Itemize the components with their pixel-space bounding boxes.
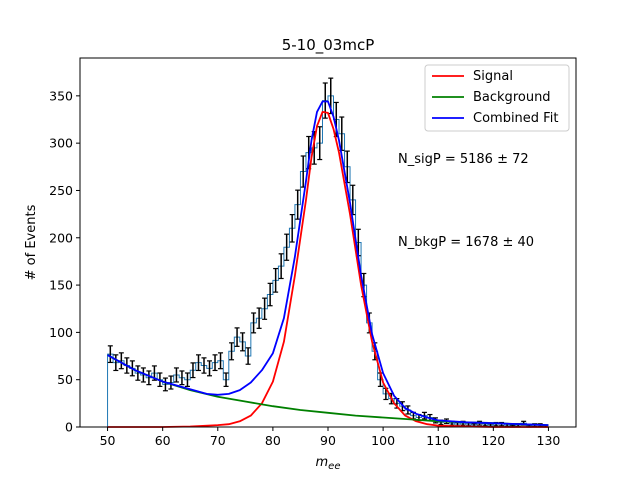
legend-label-combined: Combined Fit (473, 111, 558, 126)
error-bar (251, 312, 257, 334)
error-bar (223, 372, 229, 387)
y-tick-label: 200 (49, 230, 73, 245)
annotation-nsig: N_sigP = 5186 ± 72 (398, 152, 529, 167)
error-bar (229, 342, 235, 361)
legend-box (424, 64, 570, 132)
y-tick-label: 300 (49, 136, 73, 151)
error-bar (184, 372, 190, 387)
error-bar (212, 354, 218, 372)
y-tick-label: 350 (49, 88, 73, 103)
error-bar (267, 282, 273, 307)
x-tick-label: 60 (155, 433, 171, 448)
y-tick-label: 0 (65, 420, 73, 435)
error-bar (284, 233, 290, 261)
error-bar (179, 370, 185, 386)
y-axis-label: # of Events (24, 204, 39, 280)
x-tick-label: 80 (265, 433, 281, 448)
x-axis-label: mee (316, 455, 341, 472)
annotation-nbkg: N_bkgP = 1678 ± 40 (398, 235, 534, 250)
x-tick-label: 70 (210, 433, 226, 448)
error-bar (195, 354, 201, 372)
error-bar (190, 362, 196, 379)
y-tick-label: 150 (49, 278, 73, 293)
error-bar (256, 307, 262, 329)
error-bar (162, 377, 168, 392)
error-bar (295, 189, 301, 220)
histogram-steps (107, 95, 549, 427)
error-bar (262, 297, 268, 320)
y-tick-label: 250 (49, 183, 73, 198)
y-tick-label: 50 (57, 372, 73, 387)
error-bar (201, 357, 207, 374)
error-bar (218, 352, 224, 370)
x-tick-label: 100 (371, 433, 395, 448)
legend-label-signal: Signal (473, 69, 513, 84)
y-tick-label: 100 (49, 325, 73, 340)
error-bar (245, 347, 251, 365)
x-tick-label: 120 (481, 433, 505, 448)
x-tick-label: 50 (100, 433, 116, 448)
error-bar (113, 354, 119, 372)
error-bar (317, 126, 323, 161)
error-bar (278, 253, 284, 280)
error-bar (118, 352, 124, 370)
x-axis-label-main: m (316, 455, 329, 470)
error-bar (240, 332, 246, 352)
x-tick-label: 90 (320, 433, 336, 448)
legend-label-background: Background (473, 90, 551, 105)
chart-title: 5-10_03mcP (282, 36, 375, 55)
error-bar (135, 365, 141, 381)
error-bar (273, 267, 279, 293)
combined-fit-curve (107, 100, 549, 426)
error-bar (107, 345, 113, 364)
legend: Signal Background Combined Fit (424, 64, 570, 132)
x-tick-label: 110 (426, 433, 450, 448)
error-bar (140, 367, 146, 383)
plot-area (107, 77, 549, 428)
error-bar (289, 213, 295, 243)
x-axis-label-subscript: ee (328, 461, 340, 472)
x-tick-label: 130 (537, 433, 561, 448)
error-bar (168, 375, 174, 390)
signal-curve (107, 111, 549, 428)
axis-ticks: 50 60 70 80 90 100 110 120 130 0 50 100 150 200 250 300… (49, 88, 560, 448)
error-bar (207, 360, 213, 377)
error-bar (173, 367, 179, 383)
error-bar (146, 370, 152, 386)
error-bar (234, 327, 240, 347)
